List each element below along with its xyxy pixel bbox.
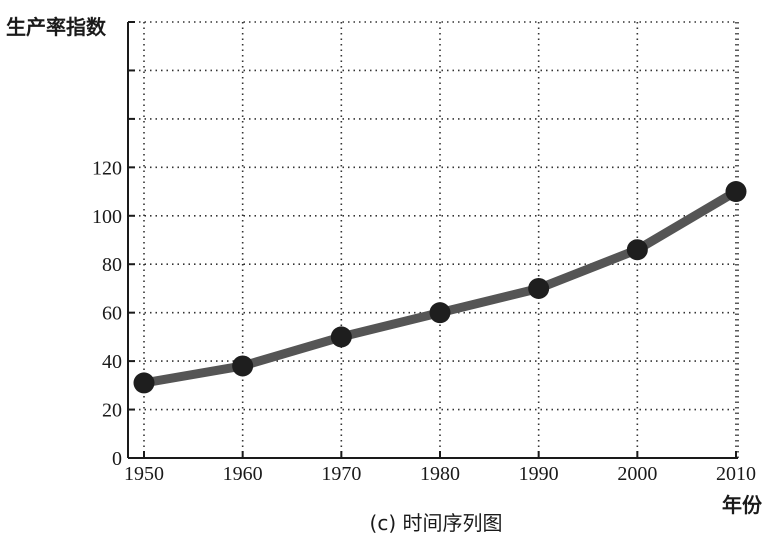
data-point-1970 (330, 326, 352, 348)
x-tick-label-1950: 1950 (124, 463, 164, 485)
y-tick-label-0: 0 (112, 448, 122, 470)
x-tick-label-1960: 1960 (223, 463, 263, 485)
data-point-2010 (725, 181, 747, 203)
data-point-1980 (429, 302, 451, 324)
grid (128, 21, 739, 458)
y-tick-label-100: 100 (92, 206, 122, 228)
y-tick-label-80: 80 (102, 254, 122, 276)
y-axis-title: 生产率指数 (6, 15, 107, 39)
data-points (133, 181, 747, 394)
x-tick-label-1990: 1990 (519, 463, 559, 485)
ticks: 0 20 40 60 80 100 120 1950 1960 1970 1980 1990 2000 2… (92, 21, 756, 485)
data-point-1950 (133, 372, 155, 394)
x-tick-label-1970: 1970 (321, 463, 361, 485)
data-point-2000 (626, 239, 648, 261)
x-tick-label-2010: 2010 (716, 463, 756, 485)
y-tick-label-60: 60 (102, 303, 122, 325)
y-tick-label-40: 40 (102, 351, 122, 373)
x-axis-title: 年份 (722, 493, 763, 517)
y-tick-label-20: 20 (102, 400, 122, 422)
x-tick-label-2000: 2000 (617, 463, 657, 485)
data-point-1960 (232, 355, 254, 377)
data-point-1990 (528, 277, 550, 299)
y-tick-label-120: 120 (92, 157, 122, 179)
figure-caption: (c) 时间序列图 (370, 511, 503, 535)
x-tick-label-1980: 1980 (420, 463, 460, 485)
